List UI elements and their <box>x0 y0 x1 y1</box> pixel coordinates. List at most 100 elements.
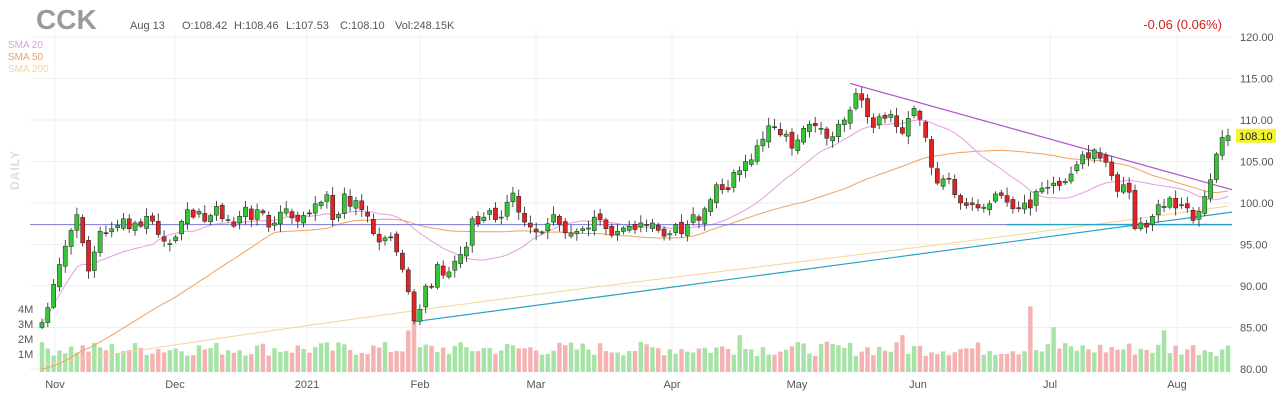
volume-bar <box>592 354 597 372</box>
price-tick-label: 120.00 <box>1240 32 1274 44</box>
volume-bar <box>504 344 510 372</box>
quote-volume: Vol:248.15K <box>395 20 455 32</box>
volume-bar <box>330 350 335 372</box>
candle-body <box>248 208 254 220</box>
volume-bar <box>1132 354 1138 372</box>
candle-body <box>1219 137 1225 156</box>
volume-bar <box>1051 327 1056 372</box>
candle-body <box>1214 153 1219 180</box>
volume-bar <box>772 354 777 372</box>
candle-body <box>987 203 992 210</box>
candle-body <box>1150 216 1155 225</box>
date-tick-label: Dec <box>165 379 185 391</box>
candle-body <box>1161 206 1167 208</box>
volume-bar <box>574 349 580 372</box>
volume-bar <box>714 347 719 372</box>
candle-body <box>307 212 312 215</box>
volume-bar <box>452 345 457 372</box>
candle-body <box>411 291 417 322</box>
volume-bar <box>208 348 213 372</box>
volume-bar <box>57 350 62 372</box>
volume-bar <box>650 347 655 372</box>
candle-body <box>661 228 667 237</box>
candle-body <box>772 126 777 129</box>
volume-bar <box>900 335 905 372</box>
candle-body <box>103 232 109 234</box>
volume-bar <box>225 350 231 372</box>
volume-bar <box>446 354 452 372</box>
candle-body <box>748 159 754 165</box>
volume-bar <box>783 349 789 372</box>
date-tick-label: Mar <box>527 379 546 391</box>
candle-body <box>353 200 359 209</box>
candle-body <box>498 216 504 219</box>
candle-body <box>1126 182 1132 193</box>
volume-bar <box>638 341 644 372</box>
volume-bar <box>359 352 364 372</box>
volume-bar <box>632 351 638 372</box>
volume-bar <box>876 346 882 372</box>
volume-bar <box>952 352 957 372</box>
candle-body <box>429 286 434 288</box>
volume-bar <box>911 346 917 372</box>
volume-bar <box>940 351 946 372</box>
candle-body <box>522 213 527 223</box>
volume-bar <box>1033 350 1039 372</box>
candle-body <box>278 211 283 225</box>
candle-body <box>68 230 74 247</box>
candle-body <box>1184 203 1190 209</box>
quote-low: L:107.53 <box>286 20 329 32</box>
volume-tick-label: 2M <box>18 334 33 346</box>
candle-body <box>1202 196 1208 214</box>
candle-body <box>568 232 574 237</box>
volume-bar <box>138 347 144 372</box>
volume-bar <box>522 348 527 372</box>
volume-bar <box>283 351 289 372</box>
candle-body <box>1062 181 1068 184</box>
volume-bar <box>190 355 196 372</box>
volume-bar <box>307 352 312 372</box>
volume-bar <box>935 354 940 372</box>
candle-body <box>202 213 208 222</box>
candle-body <box>237 216 243 224</box>
candle-body <box>801 128 806 143</box>
candle-body <box>208 215 213 223</box>
volume-bar <box>981 354 987 372</box>
volume-bar <box>754 355 760 372</box>
volume-bar <box>423 344 428 372</box>
volume-bar <box>435 352 440 372</box>
candle-body <box>847 109 853 124</box>
candle-body <box>132 222 138 231</box>
candle-body <box>144 216 149 229</box>
volume-bar <box>39 342 45 372</box>
volume-bar <box>156 349 161 372</box>
volume-bar <box>865 347 870 372</box>
candle-body <box>696 216 702 221</box>
candle-body <box>440 265 446 276</box>
volume-bar <box>859 351 864 372</box>
quote-date: Aug 13 <box>130 20 165 32</box>
volume-bar <box>743 348 748 372</box>
volume-bar <box>388 352 394 372</box>
candle-body <box>684 224 690 236</box>
volume-bar <box>365 354 370 372</box>
volume-bar <box>475 351 481 372</box>
candle-body <box>1173 197 1179 209</box>
volume-bar <box>1115 349 1120 372</box>
candle-body <box>743 161 748 171</box>
volume-bar <box>173 348 178 372</box>
volume-bar <box>1080 345 1085 372</box>
candle-body <box>434 264 440 288</box>
volume-bar <box>115 353 120 372</box>
volume-bar <box>1028 306 1033 372</box>
volume-bar <box>510 345 516 372</box>
candle-body <box>80 217 86 244</box>
candle-body <box>1039 187 1045 193</box>
volume-bar <box>708 352 713 372</box>
candle-body <box>562 221 568 234</box>
volume-bar <box>109 344 114 372</box>
candle-body <box>487 210 492 215</box>
volume-bar <box>917 345 923 372</box>
volume-bar <box>278 351 283 372</box>
candle-body <box>231 221 237 227</box>
